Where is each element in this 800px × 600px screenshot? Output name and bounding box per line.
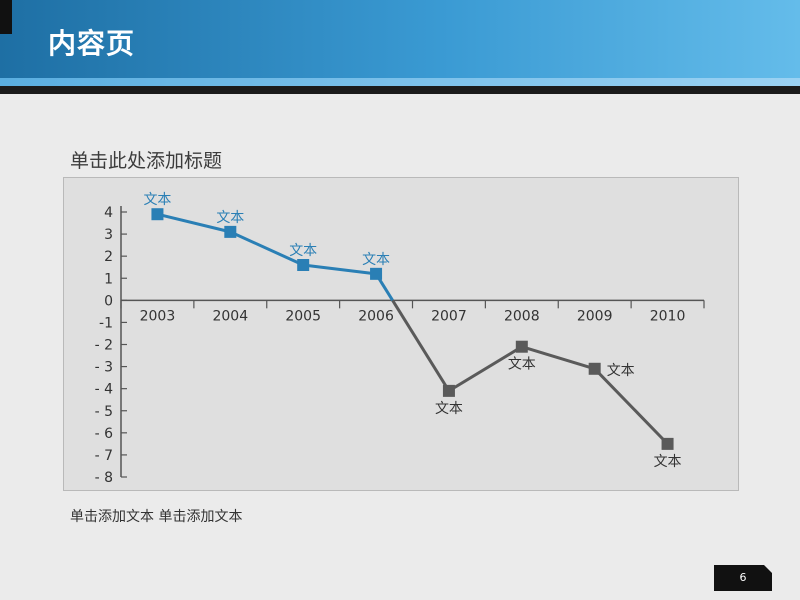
x-tick-label: 2010 — [650, 308, 686, 324]
y-tick-label: 4 — [104, 205, 113, 221]
data-label: 文本 — [362, 252, 390, 268]
page-number-corner — [764, 565, 772, 573]
data-point — [224, 225, 237, 238]
data-point — [661, 437, 674, 450]
y-tick-label: 2 — [104, 249, 113, 265]
y-tick-label: - 6 — [95, 426, 114, 442]
y-tick-label: - 2 — [95, 338, 113, 354]
x-tick-label: 2006 — [358, 308, 394, 324]
x-tick-label: 2009 — [577, 308, 613, 324]
y-tick-label: - 4 — [95, 382, 114, 398]
data-label: 文本 — [216, 210, 244, 226]
x-tick-label: 2003 — [140, 308, 176, 324]
series-segment — [229, 230, 304, 267]
data-point — [442, 384, 455, 397]
data-point — [151, 208, 164, 221]
data-label: 文本 — [143, 192, 171, 208]
body-text[interactable]: 单击添加文本 单击添加文本 — [70, 509, 243, 525]
line-chart[interactable]: 4 3 2 1 0 -1 - 2 - 3 - 4 - 5 - 6 - 7 - 8 2003 2004 2005… — [63, 177, 739, 491]
data-point — [297, 259, 310, 271]
y-tick-label: 3 — [104, 227, 113, 243]
series-segment — [521, 345, 596, 371]
series-segment — [157, 212, 231, 234]
chart-canvas: 4 3 2 1 0 -1 - 2 - 3 - 4 - 5 - 6 - 7 - 8 2003 2004 2005… — [95, 192, 705, 486]
page-title: 内容页 — [48, 27, 136, 60]
y-tick-label: - 8 — [95, 470, 113, 486]
x-tick-label: 2008 — [504, 308, 540, 324]
header-stripe — [0, 78, 800, 86]
data-label: 文本 — [654, 454, 682, 470]
header-corner-block — [0, 0, 12, 34]
data-label: 文本 — [435, 401, 463, 417]
data-label: 文本 — [289, 243, 317, 259]
data-label: 文本 — [508, 357, 536, 373]
y-tick-label: -1 — [99, 315, 113, 331]
y-tick-label: 0 — [104, 293, 113, 309]
header-banner: 内容页 — [0, 0, 800, 78]
y-tick-label: - 7 — [95, 448, 113, 464]
data-point — [515, 340, 528, 353]
series-segment — [593, 367, 669, 445]
y-tick-label: - 5 — [95, 404, 113, 420]
series-segment — [303, 263, 377, 276]
x-tick-label: 2004 — [212, 308, 248, 324]
data-label: 文本 — [607, 363, 635, 379]
series-segment — [448, 345, 523, 393]
series-segment — [391, 299, 451, 392]
x-tick-label: 2007 — [431, 308, 467, 324]
data-point — [588, 362, 601, 375]
header-divider — [0, 86, 800, 94]
x-tick-label: 2005 — [285, 308, 321, 324]
page-number: 6 — [714, 565, 772, 591]
y-tick-label: - 3 — [95, 360, 113, 376]
chart-title[interactable]: 单击此处添加标题 — [70, 150, 223, 172]
data-point — [370, 267, 383, 280]
y-tick-label: 1 — [104, 271, 113, 287]
